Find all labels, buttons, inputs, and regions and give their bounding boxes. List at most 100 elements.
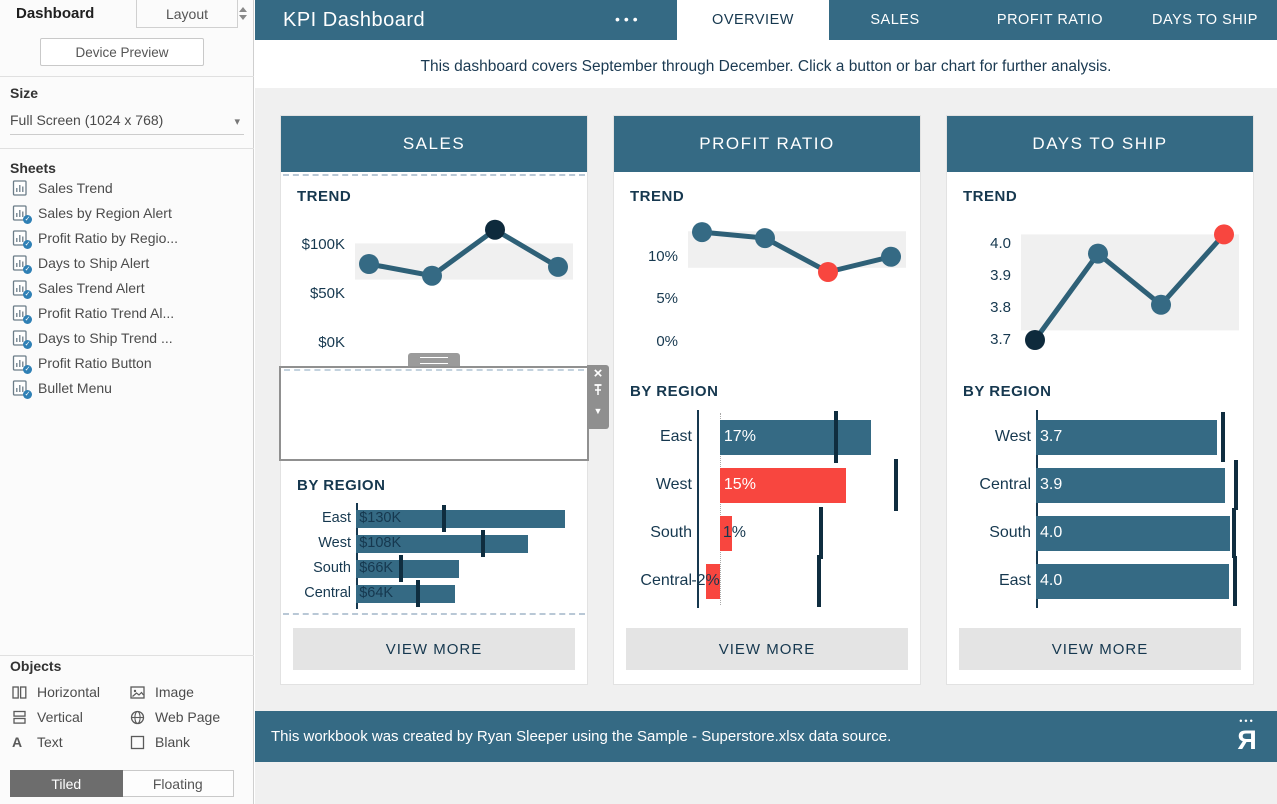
bullet-bar[interactable] <box>719 515 733 551</box>
bar-value-label: 4.0 <box>1040 572 1063 589</box>
trend-line <box>701 229 892 275</box>
used-check-badge: ✓ <box>23 365 32 374</box>
attribution-text: This workbook was created by Ryan Sleepe… <box>271 728 892 745</box>
canvas-margin <box>255 762 1277 804</box>
sheet-item[interactable]: ✓ Profit Ratio Trend Al... <box>0 301 254 326</box>
bullet-bar[interactable] <box>1036 419 1217 455</box>
sales-trend-chart[interactable]: $100K $50K $0K <box>293 216 573 356</box>
bar-value-label: 3.9 <box>1040 476 1063 493</box>
trend-plot[interactable] <box>355 216 573 356</box>
bullet-row-south[interactable]: South 1% <box>628 507 904 559</box>
profit-ratio-by-region-chart[interactable]: East 17% West 15% South 1% Central -2% <box>628 410 904 608</box>
bullet-bar[interactable] <box>356 509 565 528</box>
size-heading: Size <box>10 85 39 101</box>
bullet-bar[interactable] <box>1036 515 1230 551</box>
bullet-bar[interactable] <box>719 467 847 503</box>
tab-dashboard[interactable]: Dashboard <box>16 5 95 22</box>
object-horizontal[interactable]: Horizontal <box>10 680 128 705</box>
sales-panel: SALES TREND $100K $50K $0K × ▼ BY REGION E… <box>279 115 609 685</box>
zone-close-icon[interactable]: × <box>593 365 603 382</box>
trend-section-label: TREND <box>963 188 1018 205</box>
zero-reference-line <box>719 413 721 605</box>
bullet-row-central[interactable]: Central -2% <box>628 555 904 607</box>
bullet-bar[interactable] <box>356 534 528 553</box>
bullet-row-central[interactable]: Central $64K <box>295 580 571 607</box>
layout-tab-spinner-icon <box>239 7 247 21</box>
tab-layout[interactable]: Layout <box>136 0 238 28</box>
bullet-bar[interactable] <box>719 419 871 455</box>
bullet-row-south[interactable]: South $66K <box>295 555 571 582</box>
web-page-icon <box>130 710 145 725</box>
sheet-item[interactable]: ✓ Sales by Region Alert <box>0 201 254 226</box>
sheet-item[interactable]: ✓ Sales Trend Alert <box>0 276 254 301</box>
y-axis-tick-label: 3.8 <box>990 299 1011 316</box>
sheet-name: Days to Ship Trend ... <box>38 330 173 346</box>
bullet-row-west[interactable]: West 15% <box>628 459 904 511</box>
zone-menu-caret-icon[interactable]: ▼ <box>593 406 603 416</box>
sheet-item[interactable]: ✓ Bullet Menu <box>0 376 254 401</box>
device-preview-button[interactable]: Device Preview <box>40 38 204 66</box>
y-axis-tick-label: $50K <box>309 285 345 303</box>
tab-overview[interactable]: OVERVIEW <box>677 0 829 42</box>
trend-plot[interactable] <box>688 216 906 356</box>
sales-by-region-chart[interactable]: East $130K West $108K South $66K Central $64K <box>295 503 571 609</box>
sales-panel-header: SALES <box>281 116 587 172</box>
object-image[interactable]: Image <box>128 680 246 705</box>
sheet-item[interactable]: ✓ Days to Ship Trend ... <box>0 326 254 351</box>
worksheet-icon: ✓ <box>12 205 32 224</box>
bullet-row-east[interactable]: East $130K <box>295 505 571 532</box>
bar-value-label: 15% <box>723 476 756 493</box>
floating-button[interactable]: Floating <box>122 770 234 797</box>
object-blank[interactable]: Blank <box>128 730 246 755</box>
object-vertical[interactable]: Vertical <box>10 705 128 730</box>
region-label: South <box>989 524 1031 541</box>
vertical-container-icon <box>13 710 26 724</box>
sales-view-more-button[interactable]: VIEW MORE <box>293 628 575 670</box>
y-axis-tick-label: 4.0 <box>990 235 1011 252</box>
sheet-item[interactable]: Sales Trend <box>0 176 254 201</box>
y-axis-tick-label: 0% <box>656 332 678 350</box>
y-axis-tick-label: $100K <box>301 236 345 254</box>
object-text[interactable]: A Text <box>12 734 63 750</box>
days-to-ship-view-more-button[interactable]: VIEW MORE <box>959 628 1241 670</box>
sheet-item[interactable]: ✓ Profit Ratio Button <box>0 351 254 376</box>
trend-point <box>755 228 775 249</box>
trend-plot[interactable] <box>1021 216 1239 356</box>
bullet-bar[interactable] <box>356 559 460 578</box>
zone-drag-handle[interactable] <box>408 353 460 367</box>
bullet-bar[interactable] <box>705 563 720 599</box>
size-dropdown[interactable]: Full Screen (1024 x 768) ▾ <box>10 110 244 135</box>
reference-tick <box>480 530 485 557</box>
region-label: East <box>998 572 1031 589</box>
sheet-item[interactable]: ✓ Days to Ship Alert <box>0 251 254 276</box>
zone-inner-dashed-border <box>284 369 584 371</box>
zone-pin-icon[interactable] <box>587 383 609 403</box>
bar-value-label: $108K <box>359 535 402 551</box>
bullet-bar[interactable] <box>1036 563 1229 599</box>
bullet-row-central[interactable]: Central 3.9 <box>961 460 1238 510</box>
days-to-ship-trend-chart[interactable]: 4.0 3.9 3.8 3.7 <box>959 216 1239 356</box>
menu-dots-icon[interactable]: ••• <box>615 11 642 27</box>
bullet-row-west[interactable]: West $108K <box>295 530 571 557</box>
bullet-bar[interactable] <box>356 584 455 603</box>
profit-ratio-view-more-button[interactable]: VIEW MORE <box>626 628 908 670</box>
worksheet-icon: ✓ <box>12 280 32 299</box>
days-to-ship-by-region-chart[interactable]: West 3.7 Central 3.9 South 4.0 East 4.0 <box>961 410 1238 608</box>
tab-days-to-ship[interactable]: DAYS TO SHIP <box>1152 12 1258 28</box>
selected-blank-zone[interactable] <box>279 366 589 461</box>
bullet-row-east[interactable]: East 17% <box>628 411 904 463</box>
object-web-page[interactable]: Web Page <box>128 705 246 730</box>
tiled-button[interactable]: Tiled <box>10 770 123 797</box>
bullet-track: 3.9 <box>1036 460 1238 510</box>
dashboard-canvas-area: KPI Dashboard ••• OVERVIEW SALES PROFIT RA… <box>255 0 1277 804</box>
worksheet-icon: ✓ <box>12 355 32 374</box>
bullet-row-south[interactable]: South 4.0 <box>961 508 1237 558</box>
profit-ratio-trend-chart[interactable]: 10% 5% 0% <box>626 216 906 356</box>
tab-sales[interactable]: SALES <box>870 12 920 28</box>
objects-heading: Objects <box>10 658 62 674</box>
tab-profit-ratio[interactable]: PROFIT RATIO <box>996 12 1104 28</box>
sheet-item[interactable]: ✓ Profit Ratio by Regio... <box>0 226 254 251</box>
bullet-row-west[interactable]: West 3.7 <box>961 412 1237 462</box>
bullet-bar[interactable] <box>1036 467 1225 503</box>
bullet-row-east[interactable]: East 4.0 <box>961 556 1237 606</box>
